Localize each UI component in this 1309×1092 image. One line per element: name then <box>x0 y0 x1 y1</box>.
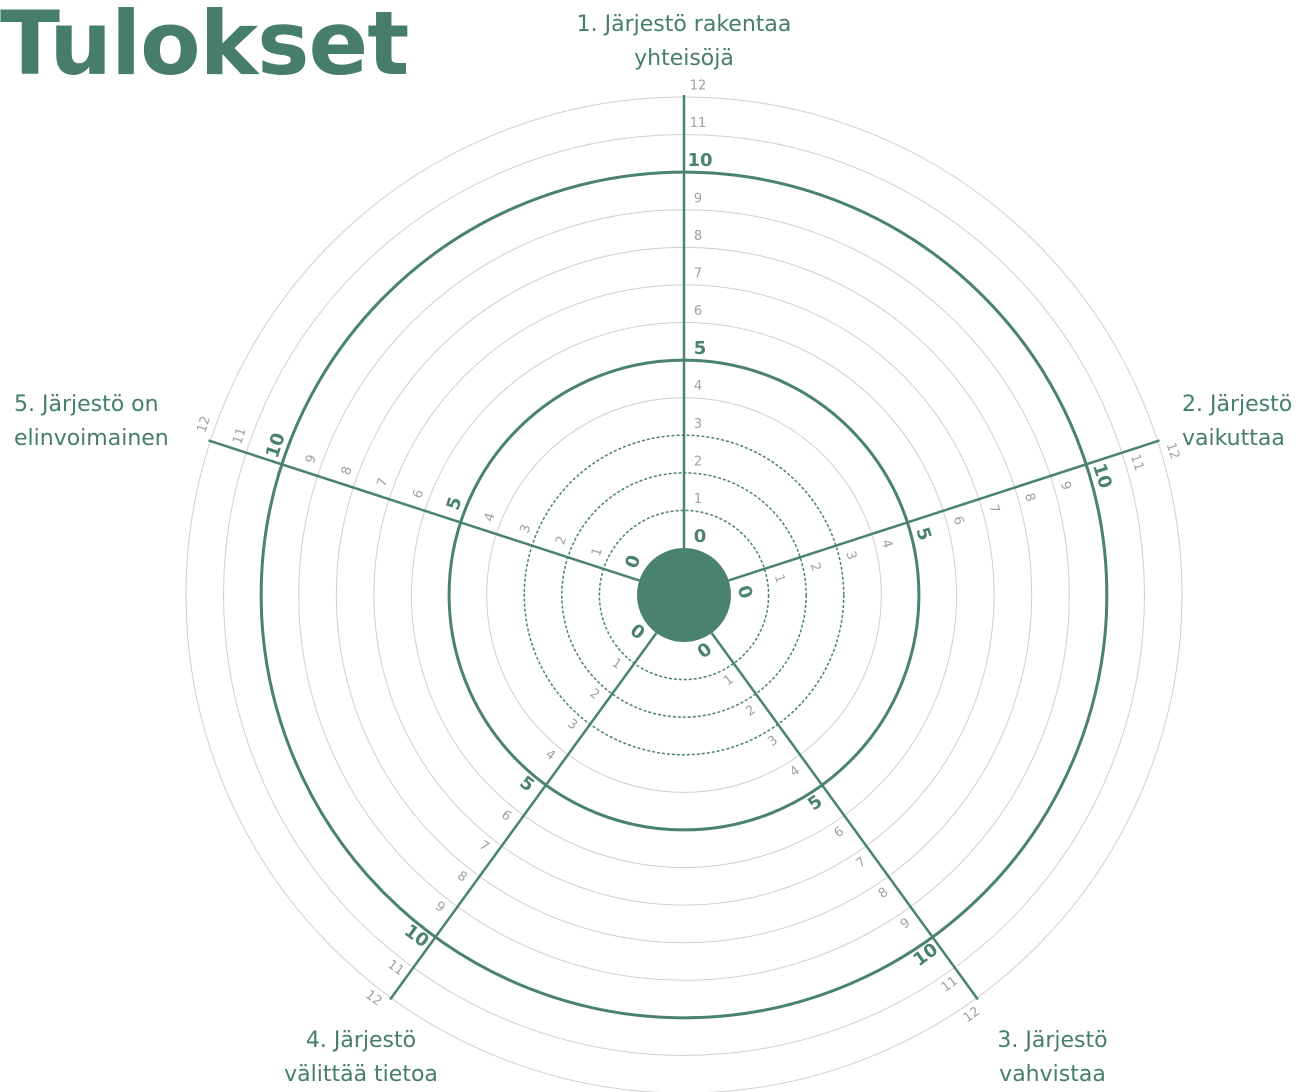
axis-spoke <box>728 439 1160 582</box>
tick-label: 9 <box>303 453 320 466</box>
tick-label: 2 <box>553 534 570 547</box>
axis-label: 1. Järjestö rakentaa yhteisöjä <box>576 12 792 71</box>
tick-label: 4 <box>878 538 895 551</box>
tick-label: 9 <box>898 915 914 932</box>
tick-label: 4 <box>542 747 558 764</box>
tick-label: 3 <box>842 549 859 562</box>
chart-title: Tulokset <box>0 0 409 95</box>
tick-label: 9 <box>432 899 448 916</box>
tick-label: 2 <box>694 454 702 469</box>
tick-label: 0 <box>733 583 757 601</box>
tick-label: 3 <box>565 716 581 733</box>
tick-label: 7 <box>476 838 492 855</box>
tick-label: 5 <box>911 525 935 543</box>
tick-label: 4 <box>694 379 702 394</box>
tick-label: 12 <box>1163 441 1182 461</box>
axis-spoke <box>208 439 640 582</box>
tick-label: 6 <box>832 824 848 841</box>
tick-label: 1 <box>721 672 737 689</box>
tick-label: 7 <box>375 476 392 489</box>
tick-label: 8 <box>694 229 702 244</box>
axis-label: 5. Järjestö on elinvoimainen <box>14 392 169 451</box>
tick-label: 9 <box>1057 480 1074 493</box>
tick-label: 10 <box>687 150 712 171</box>
tick-label: 12 <box>690 79 707 94</box>
tick-label: 11 <box>939 974 961 996</box>
tick-label: 0 <box>621 553 645 571</box>
axis-label: 3. Järjestö vahvistaa <box>997 1028 1108 1087</box>
tick-label: 0 <box>694 526 707 547</box>
tick-label: 1 <box>609 656 625 673</box>
tick-label: 0 <box>626 620 648 644</box>
center-disk <box>637 548 731 642</box>
tick-label: 12 <box>195 414 214 434</box>
axis-spoke <box>389 632 658 1001</box>
tick-label: 7 <box>854 854 870 871</box>
axis-spoke <box>710 632 979 1001</box>
tick-label: 1 <box>771 573 788 586</box>
tick-label: 8 <box>339 465 356 478</box>
tick-label: 6 <box>410 488 427 501</box>
tick-label: 8 <box>876 885 892 902</box>
tick-label: 4 <box>787 763 803 780</box>
tick-label: 7 <box>985 503 1002 516</box>
tick-label: 3 <box>694 417 702 432</box>
tick-label: 8 <box>1021 491 1038 504</box>
tick-label: 8 <box>454 868 470 885</box>
axis-label: 2. Järjestö vaikuttaa <box>1182 392 1293 451</box>
tick-label: 2 <box>587 686 603 703</box>
tick-label: 3 <box>765 733 781 750</box>
tick-label: 6 <box>950 514 967 527</box>
tick-label: 1 <box>589 546 606 559</box>
tick-label: 5 <box>443 494 467 512</box>
tick-label: 11 <box>690 116 707 131</box>
tick-label: 6 <box>694 304 702 319</box>
tick-label: 11 <box>1127 452 1146 472</box>
tick-label: 6 <box>498 808 514 825</box>
tick-label: 2 <box>743 702 759 719</box>
tick-label: 9 <box>694 191 702 206</box>
tick-label: 11 <box>230 426 249 446</box>
tick-label: 5 <box>694 338 707 359</box>
tick-label: 1 <box>694 492 702 507</box>
tick-label: 4 <box>482 511 499 524</box>
tick-label: 7 <box>694 266 702 281</box>
tick-label: 0 <box>694 639 716 663</box>
axis-label: 4. Järjestö välittää tietoa <box>284 1028 438 1087</box>
tick-label: 3 <box>518 523 535 536</box>
tick-label: 2 <box>807 561 824 574</box>
